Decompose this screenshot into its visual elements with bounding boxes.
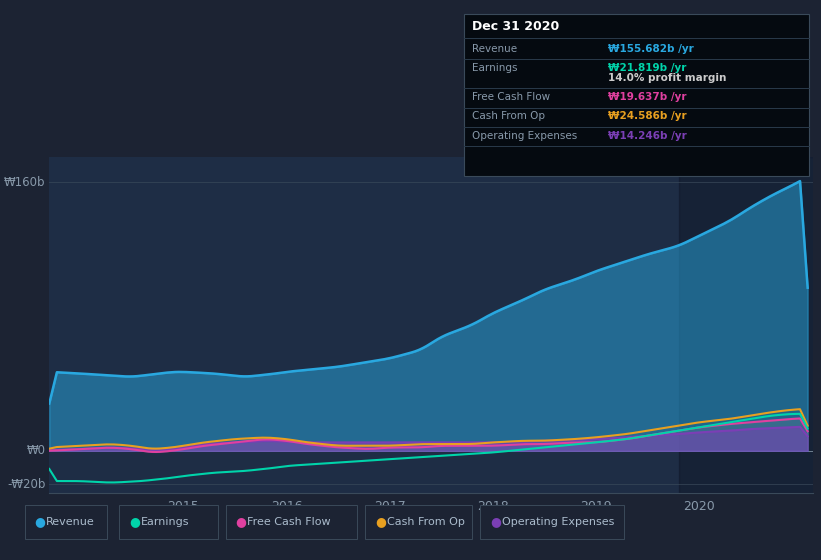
Text: Revenue: Revenue: [46, 517, 94, 527]
Text: Revenue: Revenue: [472, 44, 517, 54]
Text: ●: ●: [375, 515, 386, 529]
Text: Earnings: Earnings: [140, 517, 189, 527]
Text: Free Cash Flow: Free Cash Flow: [472, 92, 550, 102]
Text: Operating Expenses: Operating Expenses: [502, 517, 614, 527]
Text: Cash From Op: Cash From Op: [472, 111, 545, 122]
Text: 14.0% profit margin: 14.0% profit margin: [608, 73, 726, 83]
Text: -₩20b: -₩20b: [7, 478, 45, 491]
Text: ●: ●: [490, 515, 501, 529]
Text: ₩160b: ₩160b: [4, 175, 45, 189]
Text: ₩21.819b /yr: ₩21.819b /yr: [608, 63, 686, 73]
Text: ₩155.682b /yr: ₩155.682b /yr: [608, 44, 693, 54]
Text: ●: ●: [236, 515, 246, 529]
Text: ●: ●: [129, 515, 140, 529]
Text: ₩14.246b /yr: ₩14.246b /yr: [608, 130, 686, 141]
Text: Free Cash Flow: Free Cash Flow: [247, 517, 331, 527]
Text: Earnings: Earnings: [472, 63, 517, 73]
Text: Cash From Op: Cash From Op: [387, 517, 465, 527]
Text: ₩24.586b /yr: ₩24.586b /yr: [608, 111, 686, 122]
Text: Operating Expenses: Operating Expenses: [472, 130, 577, 141]
Text: ●: ●: [34, 515, 45, 529]
Text: Dec 31 2020: Dec 31 2020: [472, 20, 559, 33]
Text: ₩0: ₩0: [26, 444, 45, 458]
Text: ₩19.637b /yr: ₩19.637b /yr: [608, 92, 686, 102]
Bar: [679, 157, 821, 493]
